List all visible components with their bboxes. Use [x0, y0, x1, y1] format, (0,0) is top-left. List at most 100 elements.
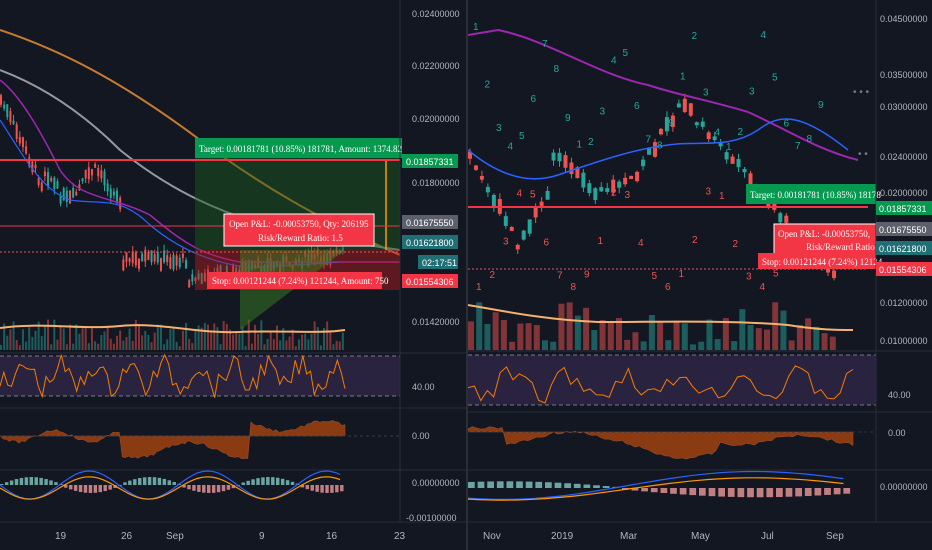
left-scale-label: 0.01420000 — [412, 317, 460, 327]
left-pnl-label-box[interactable] — [223, 213, 375, 247]
volume-bar — [31, 337, 34, 350]
candle-body — [69, 190, 71, 204]
sequential-count-red: 7 — [557, 270, 563, 281]
candle-body — [50, 177, 53, 182]
macd-histogram-bar — [290, 481, 295, 485]
right-target-price-tag — [876, 201, 932, 215]
right-pnl-label-box[interactable] — [773, 223, 877, 255]
volume-bar — [714, 339, 721, 350]
candle-body — [56, 181, 59, 189]
candle-body — [653, 142, 657, 157]
volume-bar — [796, 324, 803, 350]
macd-histogram-bar — [689, 488, 697, 496]
sequential-count-red: 8 — [571, 282, 577, 293]
sequential-count-red: 4 — [638, 238, 644, 249]
left-signal-line — [0, 476, 341, 500]
volume-bar — [141, 335, 144, 350]
volume-bar — [225, 323, 228, 350]
sequential-count-red: 3 — [625, 190, 631, 201]
right-target-label-box — [746, 184, 876, 204]
candle-body — [694, 122, 699, 126]
candle-body — [527, 219, 532, 234]
macd-histogram-bar — [192, 485, 196, 491]
sequential-count-red: 5 — [773, 269, 779, 280]
left-stop-label: Stop: 0.00121244 (7.24%) 121244, Amount:… — [212, 276, 389, 286]
candle-body — [147, 252, 150, 260]
volume-bar — [81, 328, 84, 350]
volume-bar — [341, 332, 344, 350]
volume-bar — [706, 319, 713, 350]
sequential-count-red: 9 — [584, 270, 590, 281]
candle-body — [21, 137, 24, 148]
sequential-count-green: 5 — [772, 72, 778, 83]
right-signal-line — [468, 477, 844, 501]
candle-body — [521, 230, 526, 240]
macd-histogram-bar — [93, 485, 98, 493]
right-ma-purple — [468, 28, 859, 161]
right-macd-histogram — [468, 481, 851, 498]
volume-bar — [172, 328, 175, 350]
volume-bar — [558, 303, 565, 350]
candle-body — [191, 274, 194, 282]
macd-histogram-bar — [631, 488, 639, 491]
candle-body — [664, 117, 669, 132]
candle-body — [59, 195, 62, 204]
macd-histogram-bar — [496, 481, 504, 488]
macd-histogram-bar — [24, 477, 29, 485]
right-rsi-scale: 40.00 — [888, 390, 911, 400]
right-scale-label: 0.01000000 — [880, 336, 928, 346]
left-chart-panel[interactable]: Target: 0.00181781 (10.85%) 181781, Amou… — [0, 0, 466, 550]
sequential-count-green: 9 — [565, 113, 571, 124]
panel-divider[interactable] — [466, 0, 468, 550]
volume-bar — [632, 332, 639, 350]
volume-bar — [194, 329, 197, 350]
volume-bar — [566, 302, 573, 350]
candle-body — [53, 177, 56, 189]
macd-histogram-bar — [167, 480, 172, 485]
sequential-count-red: 1 — [476, 282, 482, 293]
macd-histogram-bar — [310, 485, 314, 491]
macd-histogram-bar — [477, 481, 485, 488]
candle-body — [605, 188, 610, 192]
left-macd-line — [0, 470, 341, 500]
macd-histogram-bar — [650, 488, 658, 493]
left-chart-svg[interactable]: Target: 0.00181781 (10.85%) 181781, Amou… — [0, 0, 466, 550]
macd-histogram-bar — [157, 477, 162, 485]
sequential-count-green: 2 — [738, 127, 744, 138]
macd-histogram-bar — [54, 482, 58, 485]
volume-bar — [3, 323, 6, 350]
sequential-count-green: 2 — [588, 137, 594, 148]
candle-body — [748, 173, 753, 188]
macd-histogram-bar — [271, 477, 275, 485]
volume-bar — [780, 310, 787, 350]
macd-histogram-bar — [147, 477, 152, 485]
volume-bar — [116, 335, 119, 350]
right-time-label: Nov — [483, 531, 501, 542]
volume-bar — [247, 319, 250, 350]
volume-bar — [282, 328, 285, 350]
volume-bar — [144, 330, 147, 350]
volume-bar — [657, 322, 664, 350]
sequential-count-green: 8 — [807, 134, 813, 145]
volume-bar — [47, 319, 50, 350]
macd-histogram-bar — [246, 480, 250, 485]
macd-histogram-bar — [138, 478, 142, 485]
candle-body — [122, 259, 125, 271]
right-stop-price: 0.01554306 — [879, 265, 927, 275]
candle-body — [235, 267, 238, 275]
volume-bar — [18, 345, 21, 350]
macd-histogram-bar — [78, 485, 83, 493]
candle-body — [153, 254, 156, 262]
macd-histogram-bar — [123, 482, 127, 485]
volume-bar — [191, 343, 194, 350]
right-scale-label: 0.02000000 — [880, 188, 928, 198]
candle-body — [670, 115, 675, 127]
volume-bar — [197, 325, 200, 350]
right-risk-reward-label: Risk/Reward Ratio — [806, 242, 875, 252]
right-current-price-tag — [876, 222, 932, 236]
candle-body — [138, 259, 140, 269]
right-time-label: Jul — [761, 531, 774, 542]
volume-bar — [62, 328, 65, 350]
